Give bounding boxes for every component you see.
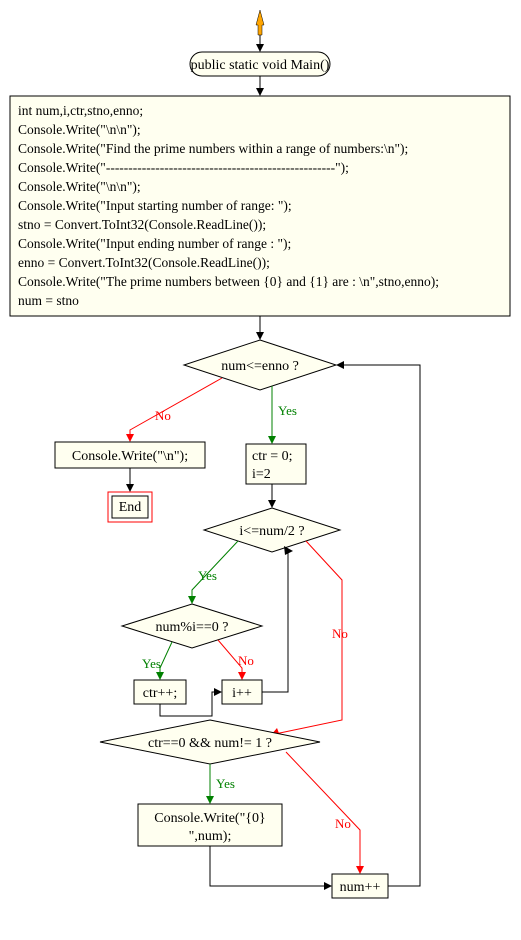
cond4-yes-label: Yes xyxy=(216,776,235,791)
terminator-label: public static void Main() xyxy=(191,58,330,73)
write-num-line1: ",num); xyxy=(189,829,232,844)
write-num-line0: Console.Write("{0} xyxy=(154,811,266,826)
code-line-8: enno = Convert.ToInt32(Console.ReadLine(… xyxy=(18,255,270,270)
code-line-3: Console.Write("-------------------------… xyxy=(18,160,349,175)
code-line-5: Console.Write("Input starting number of … xyxy=(18,198,292,213)
numpp-label: num++ xyxy=(340,880,381,895)
cond2-label: i<=num/2 ? xyxy=(239,524,304,539)
ctr-init-line0: ctr = 0; xyxy=(252,449,293,464)
ctr-init-line1: i=2 xyxy=(252,467,271,482)
code-line-0: int num,i,ctr,stno,enno; xyxy=(18,103,143,118)
code-line-4: Console.Write("\n\n"); xyxy=(18,179,141,194)
cond1-no-label: No xyxy=(155,408,171,423)
cond3-label: num%i==0 ? xyxy=(156,620,229,635)
cond1-yes-label: Yes xyxy=(278,403,297,418)
cond2-yes-label: Yes xyxy=(198,568,217,583)
code-line-10: num = stno xyxy=(18,293,79,308)
flowchart-canvas: public static void Main() int num,i,ctr,… xyxy=(0,0,521,940)
ipp-label: i++ xyxy=(232,686,252,701)
start-arrow-icon xyxy=(256,10,264,35)
cond1-label: num<=enno ? xyxy=(221,359,299,374)
code-line-7: Console.Write("Input ending number of ra… xyxy=(18,236,291,251)
cond3-no-label: No xyxy=(238,653,254,668)
code-line-9: Console.Write("The prime numbers between… xyxy=(18,274,439,289)
code-line-1: Console.Write("\n\n"); xyxy=(18,122,141,137)
cond4-no-label: No xyxy=(335,816,351,831)
cond2-no-label: No xyxy=(332,626,348,641)
cond3-yes-label: Yes xyxy=(142,656,161,671)
code-line-2: Console.Write("Find the prime numbers wi… xyxy=(18,141,408,156)
end-label: End xyxy=(119,500,142,515)
cond4-label: ctr==0 && num!= 1 ? xyxy=(148,736,272,751)
code-line-6: stno = Convert.ToInt32(Console.ReadLine(… xyxy=(18,217,266,232)
writeln-label: Console.Write("\n"); xyxy=(72,449,188,464)
ctrpp-label: ctr++; xyxy=(143,686,177,701)
